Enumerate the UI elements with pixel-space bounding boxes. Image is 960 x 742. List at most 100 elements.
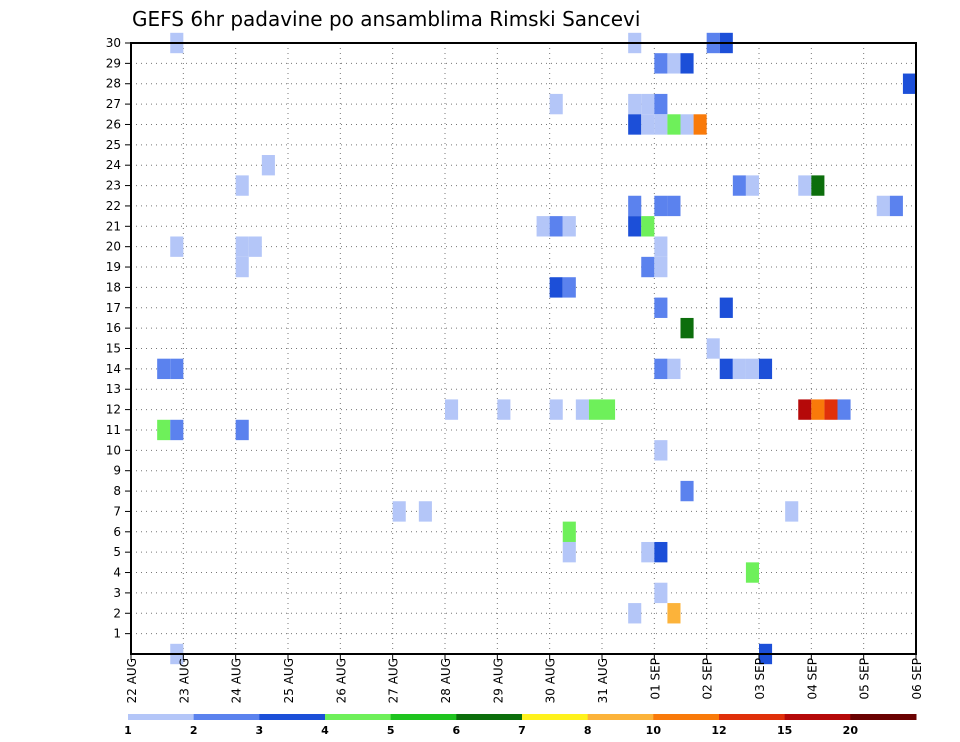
- colorbar-segment: [850, 714, 917, 720]
- colorbar-segment: [259, 714, 326, 720]
- precip-cell: [719, 297, 733, 318]
- y-tick-label: 22: [106, 199, 121, 213]
- precip-cell: [654, 114, 668, 135]
- x-tick-label: 26 AUG: [334, 658, 348, 703]
- precip-cell: [628, 114, 642, 135]
- precip-cell: [654, 236, 668, 257]
- precip-cell: [641, 541, 655, 563]
- colorbar-segment: [128, 714, 195, 720]
- x-tick-label: 27 AUG: [387, 658, 401, 703]
- precip-cell: [641, 256, 655, 278]
- precip-cell: [235, 419, 249, 441]
- precip-cell: [562, 521, 576, 542]
- colorbar-tick-label: 5: [387, 724, 395, 737]
- y-tick-label: 8: [113, 484, 121, 498]
- precip-cell: [497, 399, 511, 420]
- precip-cell: [654, 93, 668, 115]
- y-axis: 1234567891011121314151617181920212223242…: [106, 36, 131, 641]
- precip-cell: [811, 399, 825, 420]
- precip-cell: [235, 175, 249, 196]
- precip-cell: [680, 480, 694, 502]
- precip-cell: [549, 93, 563, 115]
- colorbar-tick-label: 20: [843, 724, 859, 737]
- colorbar-segment: [653, 714, 720, 720]
- precip-cell: [876, 195, 890, 217]
- colorbar-segment: [522, 714, 589, 720]
- precip-cell: [667, 358, 681, 380]
- y-tick-label: 10: [106, 443, 121, 457]
- colorbar-segment: [784, 714, 851, 720]
- precip-cell: [680, 317, 694, 339]
- x-tick-label: 31 AUG: [596, 658, 610, 703]
- colorbar-segment: [456, 714, 523, 720]
- y-tick-label: 5: [113, 545, 121, 559]
- y-tick-label: 17: [106, 301, 121, 315]
- precip-cell: [837, 399, 851, 420]
- y-tick-label: 21: [106, 219, 121, 233]
- colorbar-tick-label: 3: [256, 724, 264, 737]
- precip-cell: [654, 358, 668, 380]
- precip-cell: [628, 195, 642, 217]
- precip-cell: [889, 195, 903, 217]
- precip-cell: [811, 175, 825, 196]
- precip-cell: [759, 358, 773, 380]
- precip-cell: [170, 236, 184, 257]
- precip-cell: [248, 236, 262, 257]
- precip-cell: [654, 582, 668, 604]
- precip-cell: [641, 216, 655, 237]
- x-tick-label: 01 SEP: [648, 658, 662, 700]
- y-tick-label: 14: [106, 362, 121, 376]
- y-tick-label: 29: [106, 56, 121, 70]
- precip-cell: [680, 114, 694, 135]
- y-tick-label: 6: [113, 525, 121, 539]
- precip-cell: [798, 399, 812, 420]
- x-tick-label: 28 AUG: [439, 658, 453, 703]
- y-tick-label: 16: [106, 321, 121, 335]
- colorbar-segment: [193, 714, 260, 720]
- precip-cell: [549, 399, 563, 420]
- x-tick-label: 02 SEP: [701, 658, 715, 700]
- precip-cell: [562, 277, 576, 298]
- precip-cell: [785, 501, 799, 522]
- y-tick-label: 23: [106, 179, 121, 193]
- precip-cells: [157, 32, 916, 665]
- colorbar-tick-label: 7: [518, 724, 526, 737]
- y-tick-label: 26: [106, 117, 121, 131]
- x-axis: 22 AUG 23 AUG 24 AUG 25 AUG 26 AUG 27 AUG 28 A…: [125, 654, 924, 703]
- colorbar-tick-label: 10: [646, 724, 662, 737]
- precip-cell: [641, 93, 655, 115]
- y-tick-label: 18: [106, 280, 121, 294]
- precip-cell: [667, 114, 681, 135]
- precip-cell: [235, 256, 249, 278]
- y-tick-label: 2: [113, 606, 121, 620]
- precip-cell: [706, 338, 720, 359]
- y-tick-label: 1: [113, 627, 121, 641]
- precip-cell: [536, 216, 550, 237]
- precip-cell: [902, 73, 916, 94]
- colorbar-tick-label: 15: [777, 724, 792, 737]
- precip-cell: [667, 603, 681, 624]
- colorbar-segment: [719, 714, 786, 720]
- precip-cell: [549, 216, 563, 237]
- colorbar-tick-label: 6: [453, 724, 461, 737]
- y-tick-label: 9: [113, 464, 121, 478]
- colorbar-segment: [390, 714, 457, 720]
- y-tick-label: 19: [106, 260, 121, 274]
- precip-cell: [745, 175, 759, 196]
- x-tick-label: 24 AUG: [230, 658, 244, 703]
- precip-cell: [654, 195, 668, 217]
- colorbar-tick-label: 2: [190, 724, 198, 737]
- precip-cell: [745, 358, 759, 380]
- precip-cell: [170, 358, 184, 380]
- grid-lines: [131, 43, 916, 654]
- precip-cell: [641, 114, 655, 135]
- y-tick-label: 28: [106, 77, 121, 91]
- colorbar-tick-label: 4: [321, 724, 329, 737]
- precip-cell: [654, 53, 668, 74]
- x-tick-label: 06 SEP: [910, 658, 924, 700]
- precip-cell: [654, 440, 668, 461]
- x-tick-label: 30 AUG: [544, 658, 558, 703]
- x-tick-label: 05 SEP: [858, 658, 872, 700]
- precip-cell: [392, 501, 406, 522]
- precip-cell: [719, 358, 733, 380]
